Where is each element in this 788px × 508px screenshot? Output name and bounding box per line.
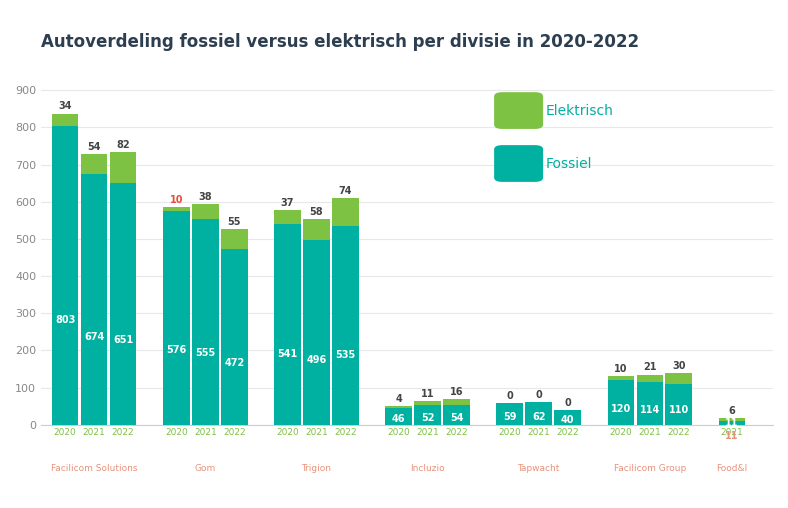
Text: Fossiel: Fossiel: [546, 156, 593, 171]
Text: 114: 114: [640, 405, 660, 415]
Text: 4: 4: [395, 394, 402, 404]
Text: 674: 674: [84, 332, 104, 342]
Text: 120: 120: [611, 404, 631, 414]
Bar: [666, 373, 692, 384]
Bar: [332, 199, 359, 226]
FancyBboxPatch shape: [495, 146, 542, 181]
Text: 0: 0: [507, 391, 513, 401]
Text: 30: 30: [672, 361, 686, 370]
Text: 10: 10: [169, 195, 183, 205]
Bar: [719, 421, 745, 425]
Text: 803: 803: [55, 315, 76, 325]
Text: 62: 62: [532, 411, 545, 422]
Text: Facilicom Group: Facilicom Group: [614, 464, 686, 472]
Text: 54: 54: [87, 142, 101, 152]
Text: 46: 46: [392, 414, 405, 424]
Text: Incluzio: Incluzio: [411, 464, 445, 472]
Bar: [52, 126, 79, 425]
Bar: [221, 229, 247, 249]
Text: Food&I: Food&I: [716, 464, 748, 472]
Text: Trigion: Trigion: [301, 464, 332, 472]
Text: 16: 16: [450, 387, 463, 397]
Text: Elektrisch: Elektrisch: [546, 104, 614, 117]
Text: 10: 10: [614, 364, 627, 374]
Text: 496: 496: [307, 355, 326, 365]
Bar: [332, 226, 359, 425]
Text: 55: 55: [228, 217, 241, 227]
Bar: [192, 218, 218, 425]
Bar: [719, 419, 745, 421]
Text: Autoverdeling fossiel versus elektrisch per divisie in 2020-2022: Autoverdeling fossiel versus elektrisch …: [41, 33, 639, 50]
Bar: [608, 380, 634, 425]
Text: 54: 54: [450, 413, 463, 423]
Text: 11: 11: [725, 419, 738, 428]
Bar: [385, 408, 412, 425]
Text: 59: 59: [503, 412, 516, 422]
FancyBboxPatch shape: [495, 93, 542, 128]
Text: 74: 74: [339, 186, 352, 196]
Text: 38: 38: [199, 192, 212, 202]
Text: 11: 11: [421, 389, 434, 399]
Bar: [163, 211, 190, 425]
Bar: [110, 183, 136, 425]
Bar: [385, 406, 412, 408]
Text: Tapwacht: Tapwacht: [518, 464, 559, 472]
Text: Gom: Gom: [195, 464, 216, 472]
Bar: [81, 154, 107, 174]
Bar: [414, 405, 440, 425]
Bar: [81, 174, 107, 425]
Text: 0: 0: [564, 398, 571, 408]
Text: 40: 40: [561, 415, 574, 425]
Text: 58: 58: [310, 207, 323, 216]
Bar: [443, 405, 470, 425]
Text: 52: 52: [421, 413, 434, 423]
Bar: [274, 224, 301, 425]
Bar: [555, 410, 581, 425]
Bar: [163, 207, 190, 211]
Bar: [496, 403, 523, 425]
Bar: [303, 240, 329, 425]
Text: Facilicom Solutions: Facilicom Solutions: [51, 464, 137, 472]
Bar: [274, 210, 301, 224]
Text: 535: 535: [335, 350, 355, 360]
Text: 576: 576: [166, 345, 187, 355]
Text: 0: 0: [535, 390, 542, 399]
Text: 21: 21: [643, 362, 656, 372]
Text: 472: 472: [224, 358, 244, 368]
Text: 82: 82: [117, 140, 130, 150]
Text: 11: 11: [725, 431, 738, 441]
Bar: [526, 402, 552, 425]
Text: 651: 651: [113, 335, 133, 345]
Bar: [110, 152, 136, 183]
Bar: [52, 114, 79, 126]
Bar: [221, 249, 247, 425]
Bar: [443, 399, 470, 405]
Text: 34: 34: [58, 102, 72, 111]
Text: 6: 6: [729, 406, 735, 416]
Bar: [637, 374, 663, 383]
Bar: [666, 384, 692, 425]
Text: 37: 37: [281, 198, 294, 208]
Text: 110: 110: [669, 405, 689, 416]
Text: 541: 541: [277, 350, 298, 360]
Bar: [303, 219, 329, 240]
Bar: [608, 376, 634, 380]
Text: 555: 555: [195, 347, 215, 358]
Bar: [637, 383, 663, 425]
Bar: [414, 401, 440, 405]
Bar: [192, 204, 218, 218]
